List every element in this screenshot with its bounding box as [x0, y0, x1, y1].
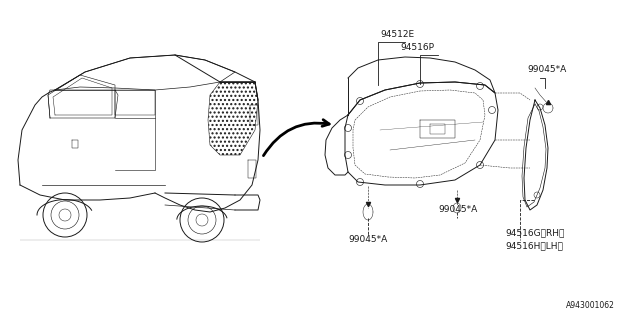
- Text: A943001062: A943001062: [566, 301, 615, 310]
- Text: 94516H〈LH〉: 94516H〈LH〉: [505, 241, 563, 250]
- Text: 99045*A: 99045*A: [527, 65, 566, 74]
- Text: 94512E: 94512E: [380, 30, 414, 39]
- Text: 99045*A: 99045*A: [438, 205, 477, 214]
- Text: 99045*A: 99045*A: [348, 235, 387, 244]
- Text: 94516P: 94516P: [400, 43, 434, 52]
- Text: 94516G〈RH〉: 94516G〈RH〉: [505, 228, 564, 237]
